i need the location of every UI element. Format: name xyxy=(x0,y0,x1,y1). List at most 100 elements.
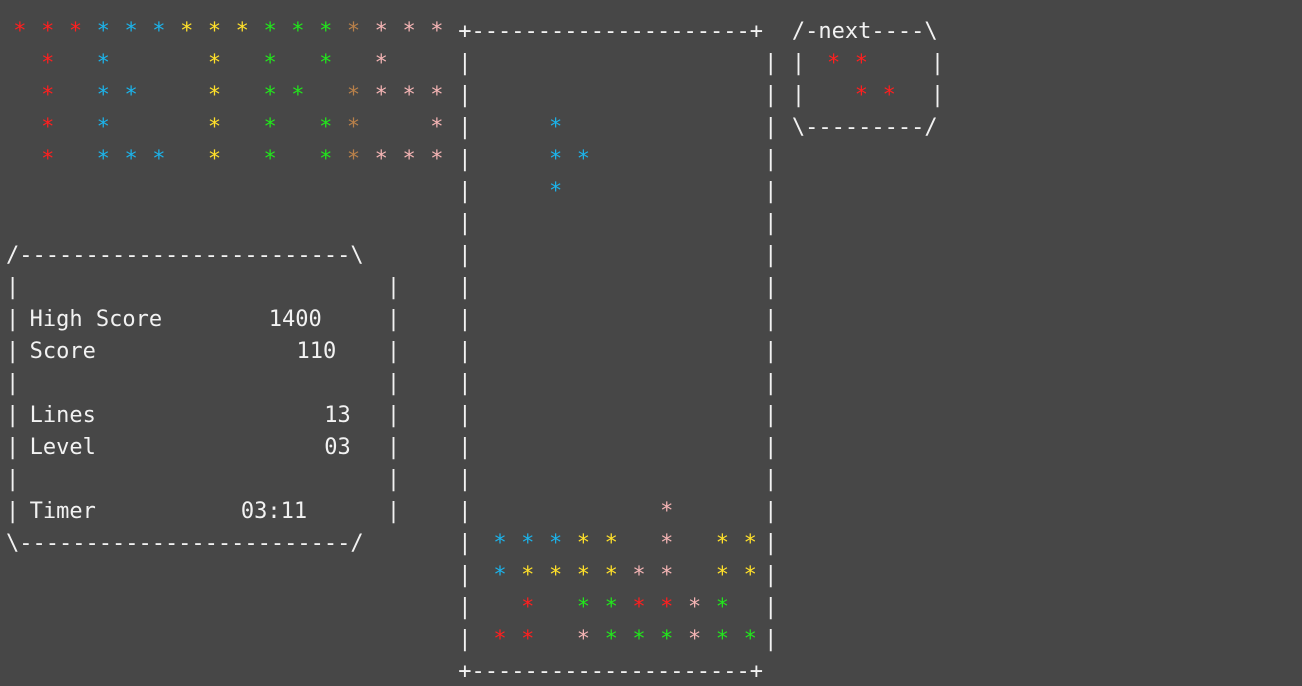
logo-block: * xyxy=(319,19,333,44)
next-bottom-border-text: \---------/ xyxy=(791,115,938,140)
logo-block: * xyxy=(402,83,416,108)
logo-block: * xyxy=(41,83,55,108)
logo-block: * xyxy=(207,147,222,172)
board-block: * xyxy=(660,499,674,524)
board-block: * xyxy=(493,627,507,652)
logo-block: * xyxy=(263,19,277,44)
board-side-right: | xyxy=(764,339,778,364)
logo-block: * xyxy=(235,19,249,44)
board-block: * xyxy=(632,563,646,588)
stats-side-right: | xyxy=(386,371,401,396)
board-side-left: | xyxy=(458,531,472,556)
logo-block: * xyxy=(41,147,55,172)
board-block: * xyxy=(521,531,535,556)
board-side-right: | xyxy=(764,307,778,332)
stats-side-right: | xyxy=(386,499,401,524)
board-side-left: | xyxy=(458,179,472,204)
board-block: * xyxy=(687,595,702,620)
stats-side-right: | xyxy=(386,339,401,364)
board-side-left: | xyxy=(458,243,472,268)
board-side-right: | xyxy=(764,179,778,204)
board-side-left: | xyxy=(458,147,472,172)
board-side-left: | xyxy=(458,307,472,332)
stat-label: Timer xyxy=(29,499,96,524)
board-side-right: | xyxy=(764,403,778,428)
logo-block: * xyxy=(374,19,388,44)
logo-block: * xyxy=(96,115,110,140)
stat-label: Lines xyxy=(29,403,96,428)
board-side-left: | xyxy=(458,403,472,428)
logo-block: * xyxy=(96,147,110,172)
logo-block: * xyxy=(124,147,138,172)
logo-block: * xyxy=(346,115,361,140)
stats-side-right: | xyxy=(386,275,401,300)
stats-side-right: | xyxy=(386,307,401,332)
stats-side-left: | xyxy=(6,435,20,460)
logo-block: * xyxy=(152,19,166,44)
logo-block: * xyxy=(96,19,110,44)
board-block: * xyxy=(632,595,646,620)
stats-side-right: | xyxy=(386,403,401,428)
stats-side-left: | xyxy=(6,275,20,300)
stats-top-border-text: /-------------------------\ xyxy=(6,243,364,268)
logo-block: * xyxy=(207,51,222,76)
logo-block: * xyxy=(152,147,166,172)
stat-label: Level xyxy=(29,435,96,460)
stat-label: High Score xyxy=(29,307,163,332)
stats-side-left: | xyxy=(6,499,20,524)
board-block: * xyxy=(715,627,730,652)
logo-block: * xyxy=(374,83,388,108)
board-block: * xyxy=(548,115,563,140)
board-block: * xyxy=(743,531,757,556)
next-side-right: | xyxy=(930,51,945,76)
board-side-right: | xyxy=(764,51,778,76)
logo-block: * xyxy=(41,51,55,76)
logo-block: * xyxy=(402,147,416,172)
board-block: * xyxy=(715,563,730,588)
logo-block: * xyxy=(430,83,444,108)
logo-block: * xyxy=(263,147,277,172)
board-side-right: | xyxy=(764,211,778,236)
logo-block: * xyxy=(68,19,83,44)
board-side-left: | xyxy=(458,83,472,108)
board-block: * xyxy=(521,595,535,620)
board-side-right: | xyxy=(764,627,778,652)
board-side-left: | xyxy=(458,467,472,492)
stats-side-left: | xyxy=(6,467,20,492)
board-block: * xyxy=(604,627,618,652)
board-side-right: | xyxy=(764,563,778,588)
board-side-right: | xyxy=(764,531,778,556)
stats-side-left: | xyxy=(6,307,20,332)
board-block: * xyxy=(604,563,618,588)
logo-block: * xyxy=(124,19,138,44)
stats-side-left: | xyxy=(6,371,20,396)
next-block: * xyxy=(826,51,841,76)
board-block: * xyxy=(548,563,563,588)
stat-label: Score xyxy=(29,339,96,364)
board-block: * xyxy=(715,595,730,620)
logo-block: * xyxy=(319,147,333,172)
logo-block: * xyxy=(263,83,277,108)
board-block: * xyxy=(715,531,730,556)
logo-block: * xyxy=(430,19,444,44)
board-side-right: | xyxy=(764,499,778,524)
board-block: * xyxy=(660,595,674,620)
logo-block: * xyxy=(402,19,416,44)
board-side-right: | xyxy=(764,467,778,492)
stat-value: 1400 xyxy=(268,307,322,332)
board-side-right: | xyxy=(764,595,778,620)
board-side-right: | xyxy=(764,115,778,140)
logo-block: * xyxy=(96,83,110,108)
stat-value: 13 xyxy=(324,403,351,428)
board-block: * xyxy=(660,627,674,652)
logo-block: * xyxy=(180,19,194,44)
board-side-left: | xyxy=(458,339,472,364)
board-side-right: | xyxy=(764,435,778,460)
board-block: * xyxy=(548,147,563,172)
logo-block: * xyxy=(13,19,27,44)
board-block: * xyxy=(576,531,591,556)
logo-block: * xyxy=(263,51,277,76)
logo-block: * xyxy=(374,147,388,172)
logo-block: * xyxy=(291,19,305,44)
logo-block: * xyxy=(346,83,361,108)
